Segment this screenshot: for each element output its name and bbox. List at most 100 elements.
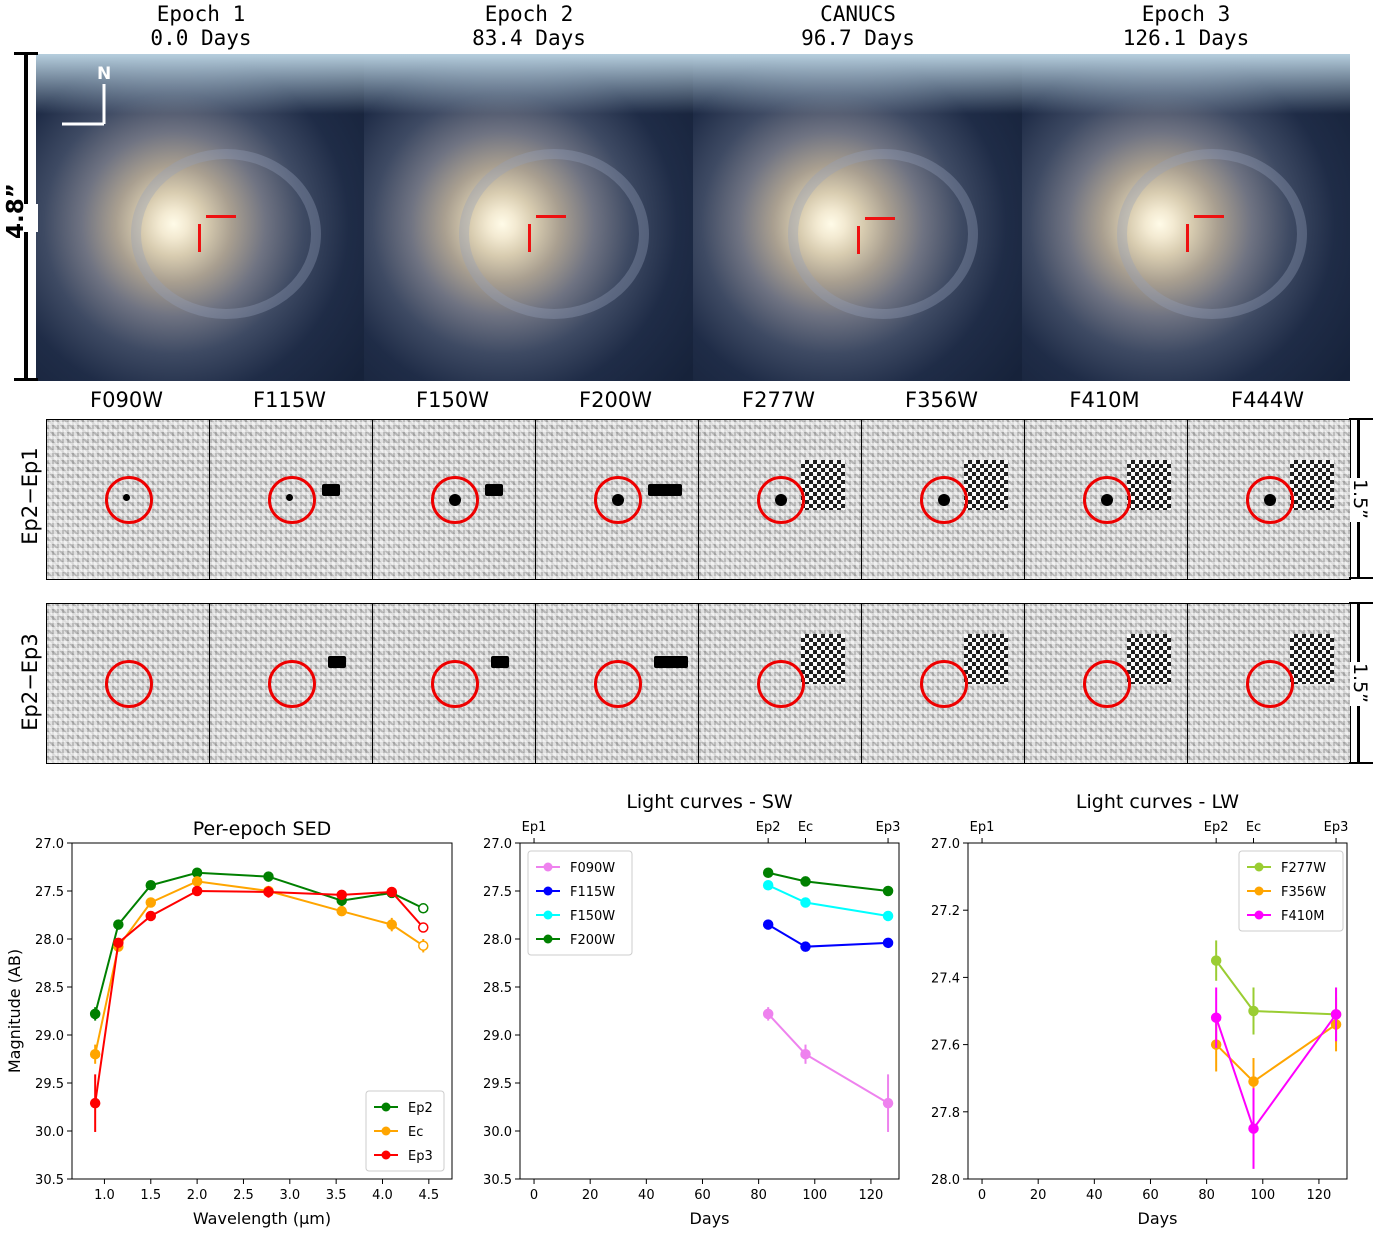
data-point	[762, 1008, 774, 1020]
chart-1: Per-epoch SED Wavelength (μm) Magnitude (A…	[5, 818, 453, 1228]
diff-scale-label-2: 1.5”	[1349, 662, 1372, 704]
series-f150w	[762, 879, 894, 922]
legend: F277W F356W F410M	[1238, 850, 1344, 932]
legend-marker	[1254, 910, 1264, 920]
x-tick-label: 20	[582, 1188, 599, 1203]
data-point	[191, 885, 203, 897]
legend-marker	[1254, 886, 1264, 896]
top-tick-label: Ep3	[876, 820, 901, 835]
data-point	[882, 937, 894, 949]
data-point	[1210, 955, 1222, 966]
legend: Ep2 Ec Ep3	[365, 1090, 445, 1172]
data-point	[145, 879, 157, 891]
data-point	[800, 941, 811, 952]
x-tick-label: 100	[1250, 1188, 1275, 1203]
data-point	[113, 919, 124, 930]
x-tick-label: 80	[1198, 1188, 1215, 1203]
diff-panel-f090w-row2	[46, 603, 210, 764]
data-point	[800, 1048, 811, 1060]
x-tick-label: 0	[530, 1188, 538, 1203]
x-axis-label: Wavelength (μm)	[193, 1209, 331, 1228]
y-tick-label: 27.2	[931, 904, 960, 919]
x-tick-label: 120	[1307, 1188, 1332, 1203]
x-axis-label: Days	[690, 1209, 730, 1228]
x-tick-label: 4.0	[372, 1188, 393, 1203]
y-tick-label: 29.0	[35, 1029, 64, 1044]
data-point	[882, 910, 894, 922]
x-tick-label: 80	[750, 1188, 767, 1203]
transient-circle	[431, 476, 479, 524]
series-f090w	[762, 1007, 894, 1132]
y-tick-label: 27.8	[931, 1106, 960, 1121]
legend-box	[527, 850, 633, 956]
diff-panel-f444w-row1	[1187, 419, 1351, 580]
diff-panel-f090w-row1	[46, 419, 210, 580]
data-point	[386, 919, 398, 930]
y-tick-label: 27.0	[483, 837, 512, 852]
top-tick-label: Ep1	[522, 820, 547, 835]
chart-2: Light curves - SW Days 0 20 40 60 80 100 120 27.0…	[483, 791, 900, 1228]
legend-marker	[1254, 862, 1264, 872]
transient-circle	[268, 476, 316, 524]
filter-label-f277w: F277W	[742, 388, 815, 412]
legend-marker	[543, 934, 553, 944]
x-tick-label: 60	[694, 1188, 711, 1203]
data-point	[191, 876, 203, 887]
galaxy-image-epoch1: N E	[36, 54, 364, 381]
epoch-title-2: Epoch 2 83.4 Days	[472, 2, 586, 50]
transient-circle	[920, 660, 968, 708]
y-tick-label: 28.0	[483, 933, 512, 948]
y-tick-label: 29.5	[35, 1077, 64, 1092]
diff-panel-f115w-row2	[209, 603, 373, 764]
data-point	[263, 886, 274, 898]
chart-title: Per-epoch SED	[193, 818, 332, 840]
transient-circle	[757, 660, 805, 708]
legend-marker	[543, 862, 553, 872]
legend-label: F115W	[570, 885, 615, 900]
legend-marker	[381, 1150, 391, 1160]
legend-marker	[381, 1102, 391, 1112]
top-tick-label: Ec	[1246, 820, 1261, 835]
data-point	[113, 937, 124, 949]
data-point	[418, 922, 429, 933]
y-tick-label: 28.5	[35, 981, 64, 996]
data-point	[89, 1048, 101, 1060]
legend-label: F090W	[570, 861, 615, 876]
x-tick-label: 1.0	[94, 1188, 115, 1203]
transient-circle	[594, 476, 642, 524]
data-point	[762, 867, 774, 879]
legend-label: F277W	[1281, 861, 1326, 876]
top-tick-label: Ep1	[970, 820, 995, 835]
y-tick-label: 28.0	[931, 1173, 960, 1188]
galaxy-image-canucs	[693, 54, 1022, 381]
data-point	[89, 1097, 101, 1109]
x-tick-label: 3.0	[279, 1188, 300, 1203]
chart-title: Light curves - LW	[1076, 791, 1239, 813]
series-line	[94, 889, 425, 1104]
epoch-title-1: Epoch 1 0.0 Days	[150, 2, 252, 50]
top-tick-label: Ep2	[756, 820, 781, 835]
legend-label: F410M	[1281, 909, 1325, 924]
series-line	[1215, 1013, 1337, 1131]
legend-label: F150W	[570, 909, 615, 924]
transient-circle	[105, 476, 153, 524]
series-line	[94, 880, 424, 1055]
data-point	[191, 867, 203, 879]
legend-marker	[543, 886, 553, 896]
transient-circle	[594, 660, 642, 708]
x-tick-label: 2.0	[187, 1188, 208, 1203]
x-tick-label: 2.5	[233, 1188, 254, 1203]
series-ep3	[89, 885, 429, 1132]
transient-circle	[757, 476, 805, 524]
filter-label-f410m: F410M	[1069, 388, 1140, 412]
legend-marker	[381, 1126, 391, 1136]
top-scale-label: 4.8”	[3, 183, 29, 239]
legend-label: F356W	[1281, 885, 1326, 900]
series-line	[767, 1013, 889, 1105]
legend-marker	[543, 910, 553, 920]
diff-panel-f200w-row2	[535, 603, 699, 764]
y-axis-label: Magnitude (AB)	[5, 949, 24, 1073]
data-point	[336, 905, 347, 917]
filter-label-f150w: F150W	[416, 388, 489, 412]
plot-frame	[71, 842, 453, 1180]
